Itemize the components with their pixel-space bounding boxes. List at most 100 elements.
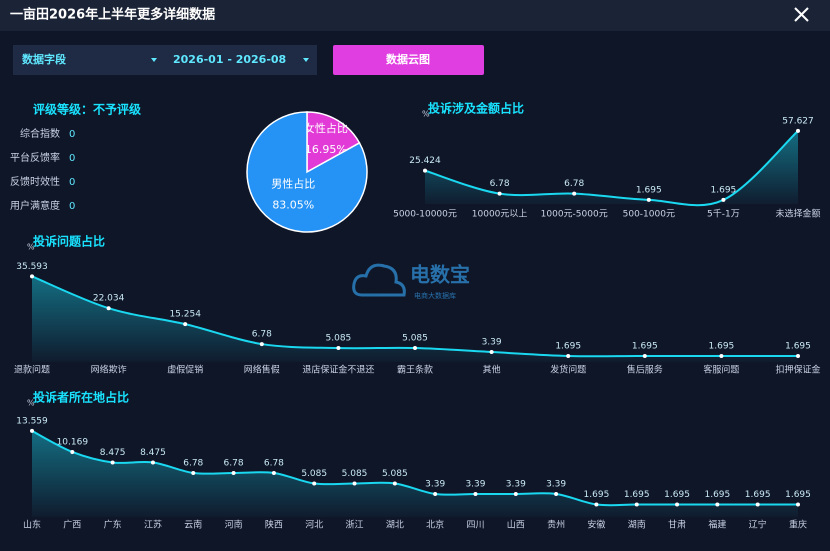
x-tick-label: 江苏 — [144, 519, 162, 531]
point — [796, 502, 800, 507]
x-tick-label: 售后服务 — [627, 364, 663, 376]
pie-label: 女性占比 — [304, 121, 348, 135]
metric-label: 平台反馈率 — [10, 151, 60, 164]
point — [497, 191, 502, 196]
point — [231, 470, 236, 475]
value-label: 1.695 — [704, 490, 730, 500]
value-label: 1.695 — [636, 185, 662, 195]
value-label: 35.593 — [16, 262, 48, 272]
value-label: 6.78 — [490, 179, 510, 189]
value-label: 5.085 — [402, 334, 428, 344]
value-label: 57.627 — [782, 116, 814, 126]
value-label: 1.695 — [745, 490, 771, 500]
value-label: 5.085 — [301, 469, 327, 479]
y-axis-label: % — [27, 399, 35, 408]
value-label: 3.39 — [482, 338, 502, 348]
value-label: 1.695 — [664, 490, 690, 500]
point — [392, 481, 397, 486]
point — [183, 322, 188, 327]
x-tick-label: 虚假促销 — [167, 364, 203, 376]
x-tick-label: 未选择金额 — [775, 208, 820, 220]
point — [675, 502, 680, 507]
watermark-tagline: 电商大数据库 — [414, 291, 456, 300]
x-tick-label: 湖北 — [386, 520, 404, 531]
value-label: 6.78 — [224, 458, 244, 468]
value-label: 1.695 — [584, 490, 610, 500]
x-tick-label: 发货问题 — [550, 364, 586, 376]
metric-value: 0 — [69, 201, 75, 212]
point — [312, 481, 317, 486]
x-tick-label: 贵州 — [547, 519, 565, 531]
value-label: 10.169 — [57, 437, 89, 447]
x-tick-label: 广西 — [63, 519, 81, 531]
metric-label: 综合指数 — [20, 127, 60, 140]
pie-value-label: 16.95% — [305, 143, 347, 156]
area — [32, 430, 798, 517]
point — [413, 346, 417, 351]
x-tick-label: 云南 — [184, 519, 202, 531]
point — [30, 274, 34, 279]
date-arrow — [303, 58, 309, 62]
pie-value-label: 83.05% — [272, 198, 314, 211]
header-bar — [0, 0, 830, 31]
metric-value: 0 — [69, 129, 75, 140]
point — [646, 197, 651, 202]
value-label: 6.78 — [264, 458, 284, 468]
point — [473, 491, 478, 496]
value-label: 5.085 — [382, 469, 408, 479]
x-tick-label: 河南 — [225, 519, 243, 531]
point — [634, 502, 639, 507]
x-tick-label: 霸王条款 — [397, 364, 433, 376]
point — [594, 502, 599, 507]
point — [150, 460, 155, 465]
x-tick-label: 10000元以上 — [472, 209, 528, 220]
x-tick-label: 退款问题 — [14, 364, 50, 376]
value-label: 22.034 — [93, 294, 125, 304]
value-label: 5.085 — [326, 334, 352, 344]
x-tick-label: 浙江 — [346, 519, 364, 531]
point — [191, 470, 196, 475]
x-tick-label: 500-1000元 — [623, 210, 675, 220]
cloud-button-text: 数据云图 — [386, 52, 430, 66]
value-label: 1.695 — [711, 185, 737, 195]
value-label: 1.695 — [709, 342, 735, 352]
date-range[interactable]: 2026-01 - 2026-08 — [173, 53, 286, 66]
watermark-name: 电数宝 — [410, 263, 470, 287]
value-label: 13.559 — [16, 416, 48, 426]
cloud-button[interactable] — [333, 45, 484, 75]
point — [110, 460, 115, 465]
value-label: 3.39 — [546, 479, 566, 489]
pie-label: 男性占比 — [271, 176, 315, 190]
x-tick-label: 安徽 — [587, 519, 605, 531]
point — [489, 350, 494, 355]
x-tick-label: 5000-10000元 — [393, 210, 457, 220]
x-tick-label: 河北 — [305, 519, 323, 531]
x-tick-label: 5千-1万 — [707, 209, 740, 220]
close-button[interactable] — [794, 7, 809, 22]
point — [433, 491, 438, 496]
value-label: 3.39 — [506, 479, 526, 489]
x-tick-label: 福建 — [708, 519, 726, 531]
x-tick-label: 扣押保证金 — [775, 364, 820, 376]
pie-slice — [246, 111, 368, 233]
metric-value: 0 — [69, 153, 75, 164]
value-label: 1.695 — [632, 342, 658, 352]
point — [642, 354, 647, 359]
value-label: 8.475 — [100, 448, 126, 458]
header-title: 一亩田2026年上半年更多详细数据 — [10, 7, 215, 23]
value-label: 25.424 — [409, 156, 441, 166]
field-select[interactable]: 数据字段 — [22, 52, 157, 66]
line — [31, 430, 798, 507]
value-label: 15.254 — [169, 310, 201, 320]
value-label: 1.695 — [785, 490, 811, 500]
point — [796, 128, 800, 133]
point — [30, 428, 34, 433]
metric-value: 0 — [69, 177, 75, 188]
line — [424, 130, 799, 207]
x-tick-label: 广东 — [104, 519, 122, 531]
x-tick-label: 陕西 — [265, 519, 283, 531]
point — [336, 346, 341, 351]
point — [352, 481, 357, 486]
